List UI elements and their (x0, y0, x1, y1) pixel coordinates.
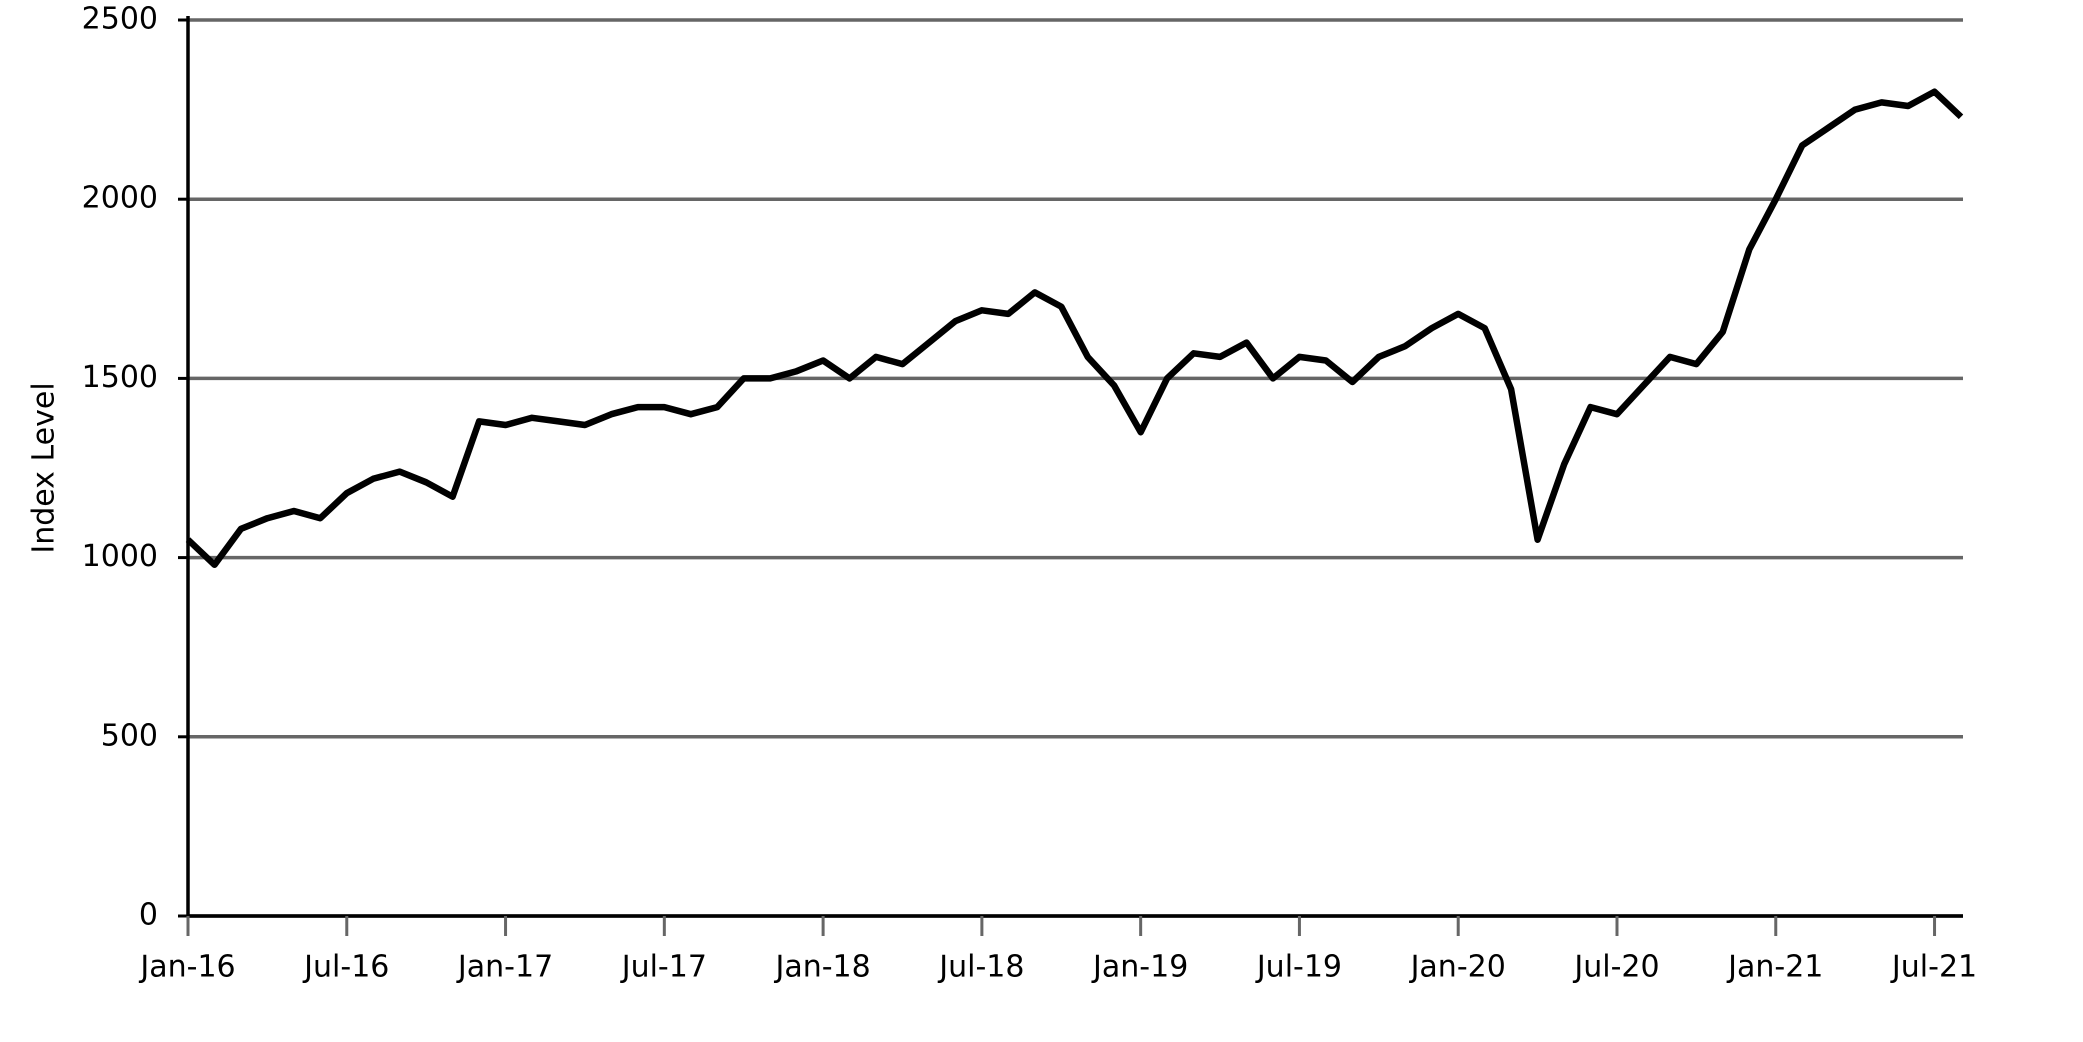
x-tick-label: Jan-16 (138, 950, 235, 985)
x-tick-label: Jul-20 (1572, 950, 1659, 985)
x-tick-label: Jul-21 (1890, 950, 1977, 985)
x-tick-label: Jan-17 (456, 950, 553, 985)
x-tick-label: Jul-18 (937, 950, 1024, 985)
y-tick-label: 1000 (82, 539, 158, 574)
x-tick-label: Jan-20 (1409, 950, 1506, 985)
x-tick-label: Jan-19 (1091, 950, 1188, 985)
y-axis-label: Index Level (27, 382, 62, 553)
y-tick-label: 500 (101, 718, 158, 753)
y-tick-label: 1500 (82, 360, 158, 395)
x-tick-label: Jul-19 (1255, 950, 1342, 985)
y-tick-label: 2500 (82, 2, 158, 37)
x-tick-label: Jan-18 (773, 950, 870, 985)
y-tick-label: 2000 (82, 181, 158, 216)
y-tick-label: 0 (139, 898, 158, 933)
x-tick-label: Jul-16 (302, 950, 389, 985)
series-line (185, 88, 1964, 569)
x-tick-label: Jul-17 (620, 950, 707, 985)
x-tick-label: Jan-21 (1726, 950, 1823, 985)
